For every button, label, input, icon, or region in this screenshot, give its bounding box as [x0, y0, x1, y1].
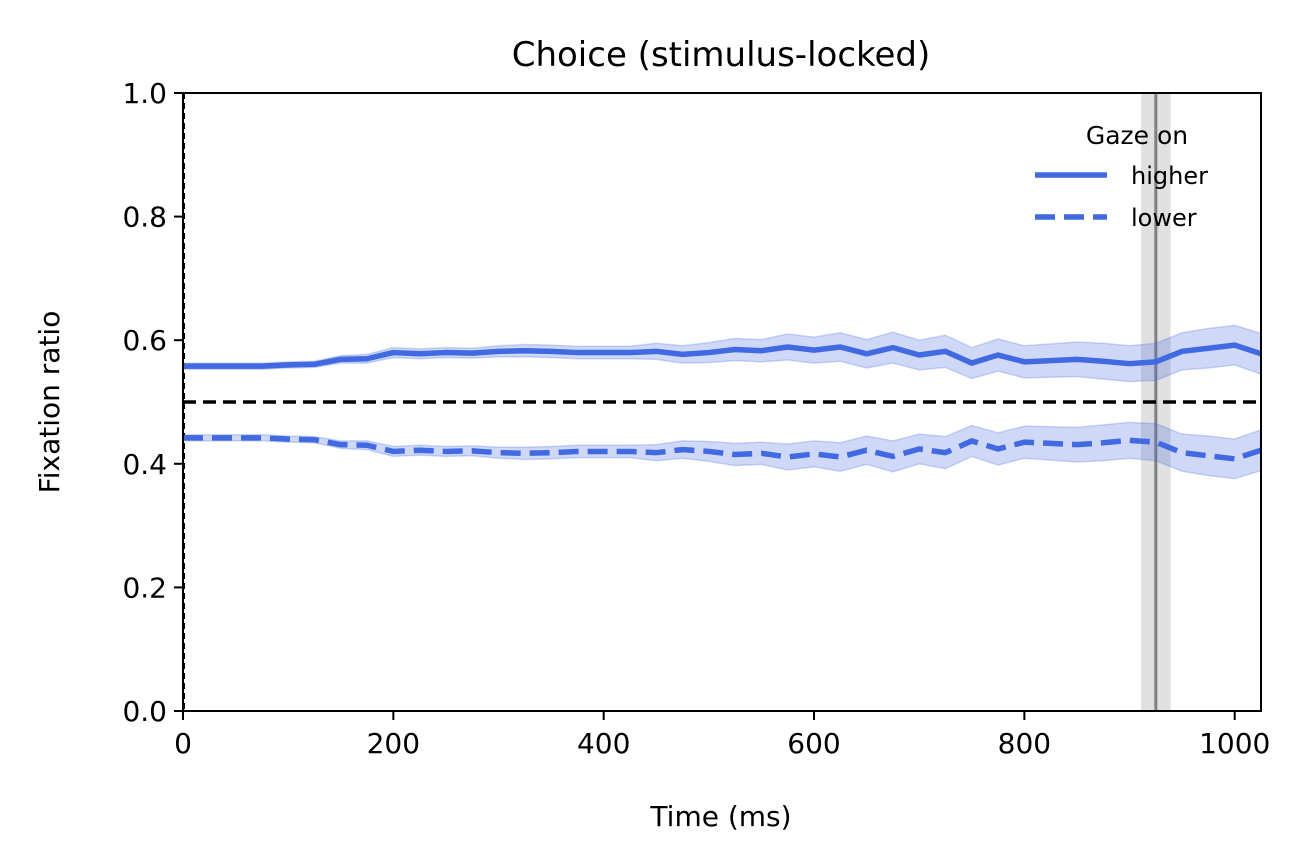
x-tick-label: 1000: [1199, 727, 1270, 760]
y-tick-label: 0.8: [122, 201, 167, 234]
series-line-higher: [183, 342, 1261, 369]
y-tick-label: 0.2: [122, 571, 167, 604]
legend-label-lower: lower: [1131, 204, 1197, 232]
y-tick-label: 0.6: [122, 324, 167, 357]
x-tick-label: 400: [577, 727, 630, 760]
x-tick-label: 600: [787, 727, 840, 760]
series-line-lower: [183, 435, 1261, 462]
x-tick-label: 0: [174, 727, 192, 760]
legend: Gaze on higher lower: [1035, 121, 1208, 232]
y-tick-label: 1.0: [122, 77, 167, 110]
y-tick-label: 0.4: [122, 448, 167, 481]
plot-content: [183, 93, 1261, 711]
y-axis-label: Fixation ratio: [33, 311, 66, 494]
chart-title: Choice (stimulus-locked): [512, 35, 931, 75]
y-tick-label: 0.0: [122, 695, 167, 728]
legend-label-higher: higher: [1131, 162, 1208, 190]
legend-title: Gaze on: [1086, 121, 1188, 150]
x-tick-label: 200: [367, 727, 420, 760]
plot-area: 0 200 400 600 800 1000 0.0 0.2 0.4 0.6 0.8 1.0 Gaze …: [122, 77, 1270, 760]
x-axis-label: Time (ms): [649, 800, 791, 833]
plot-frame: [182, 92, 1262, 712]
x-tick-label: 800: [998, 727, 1051, 760]
